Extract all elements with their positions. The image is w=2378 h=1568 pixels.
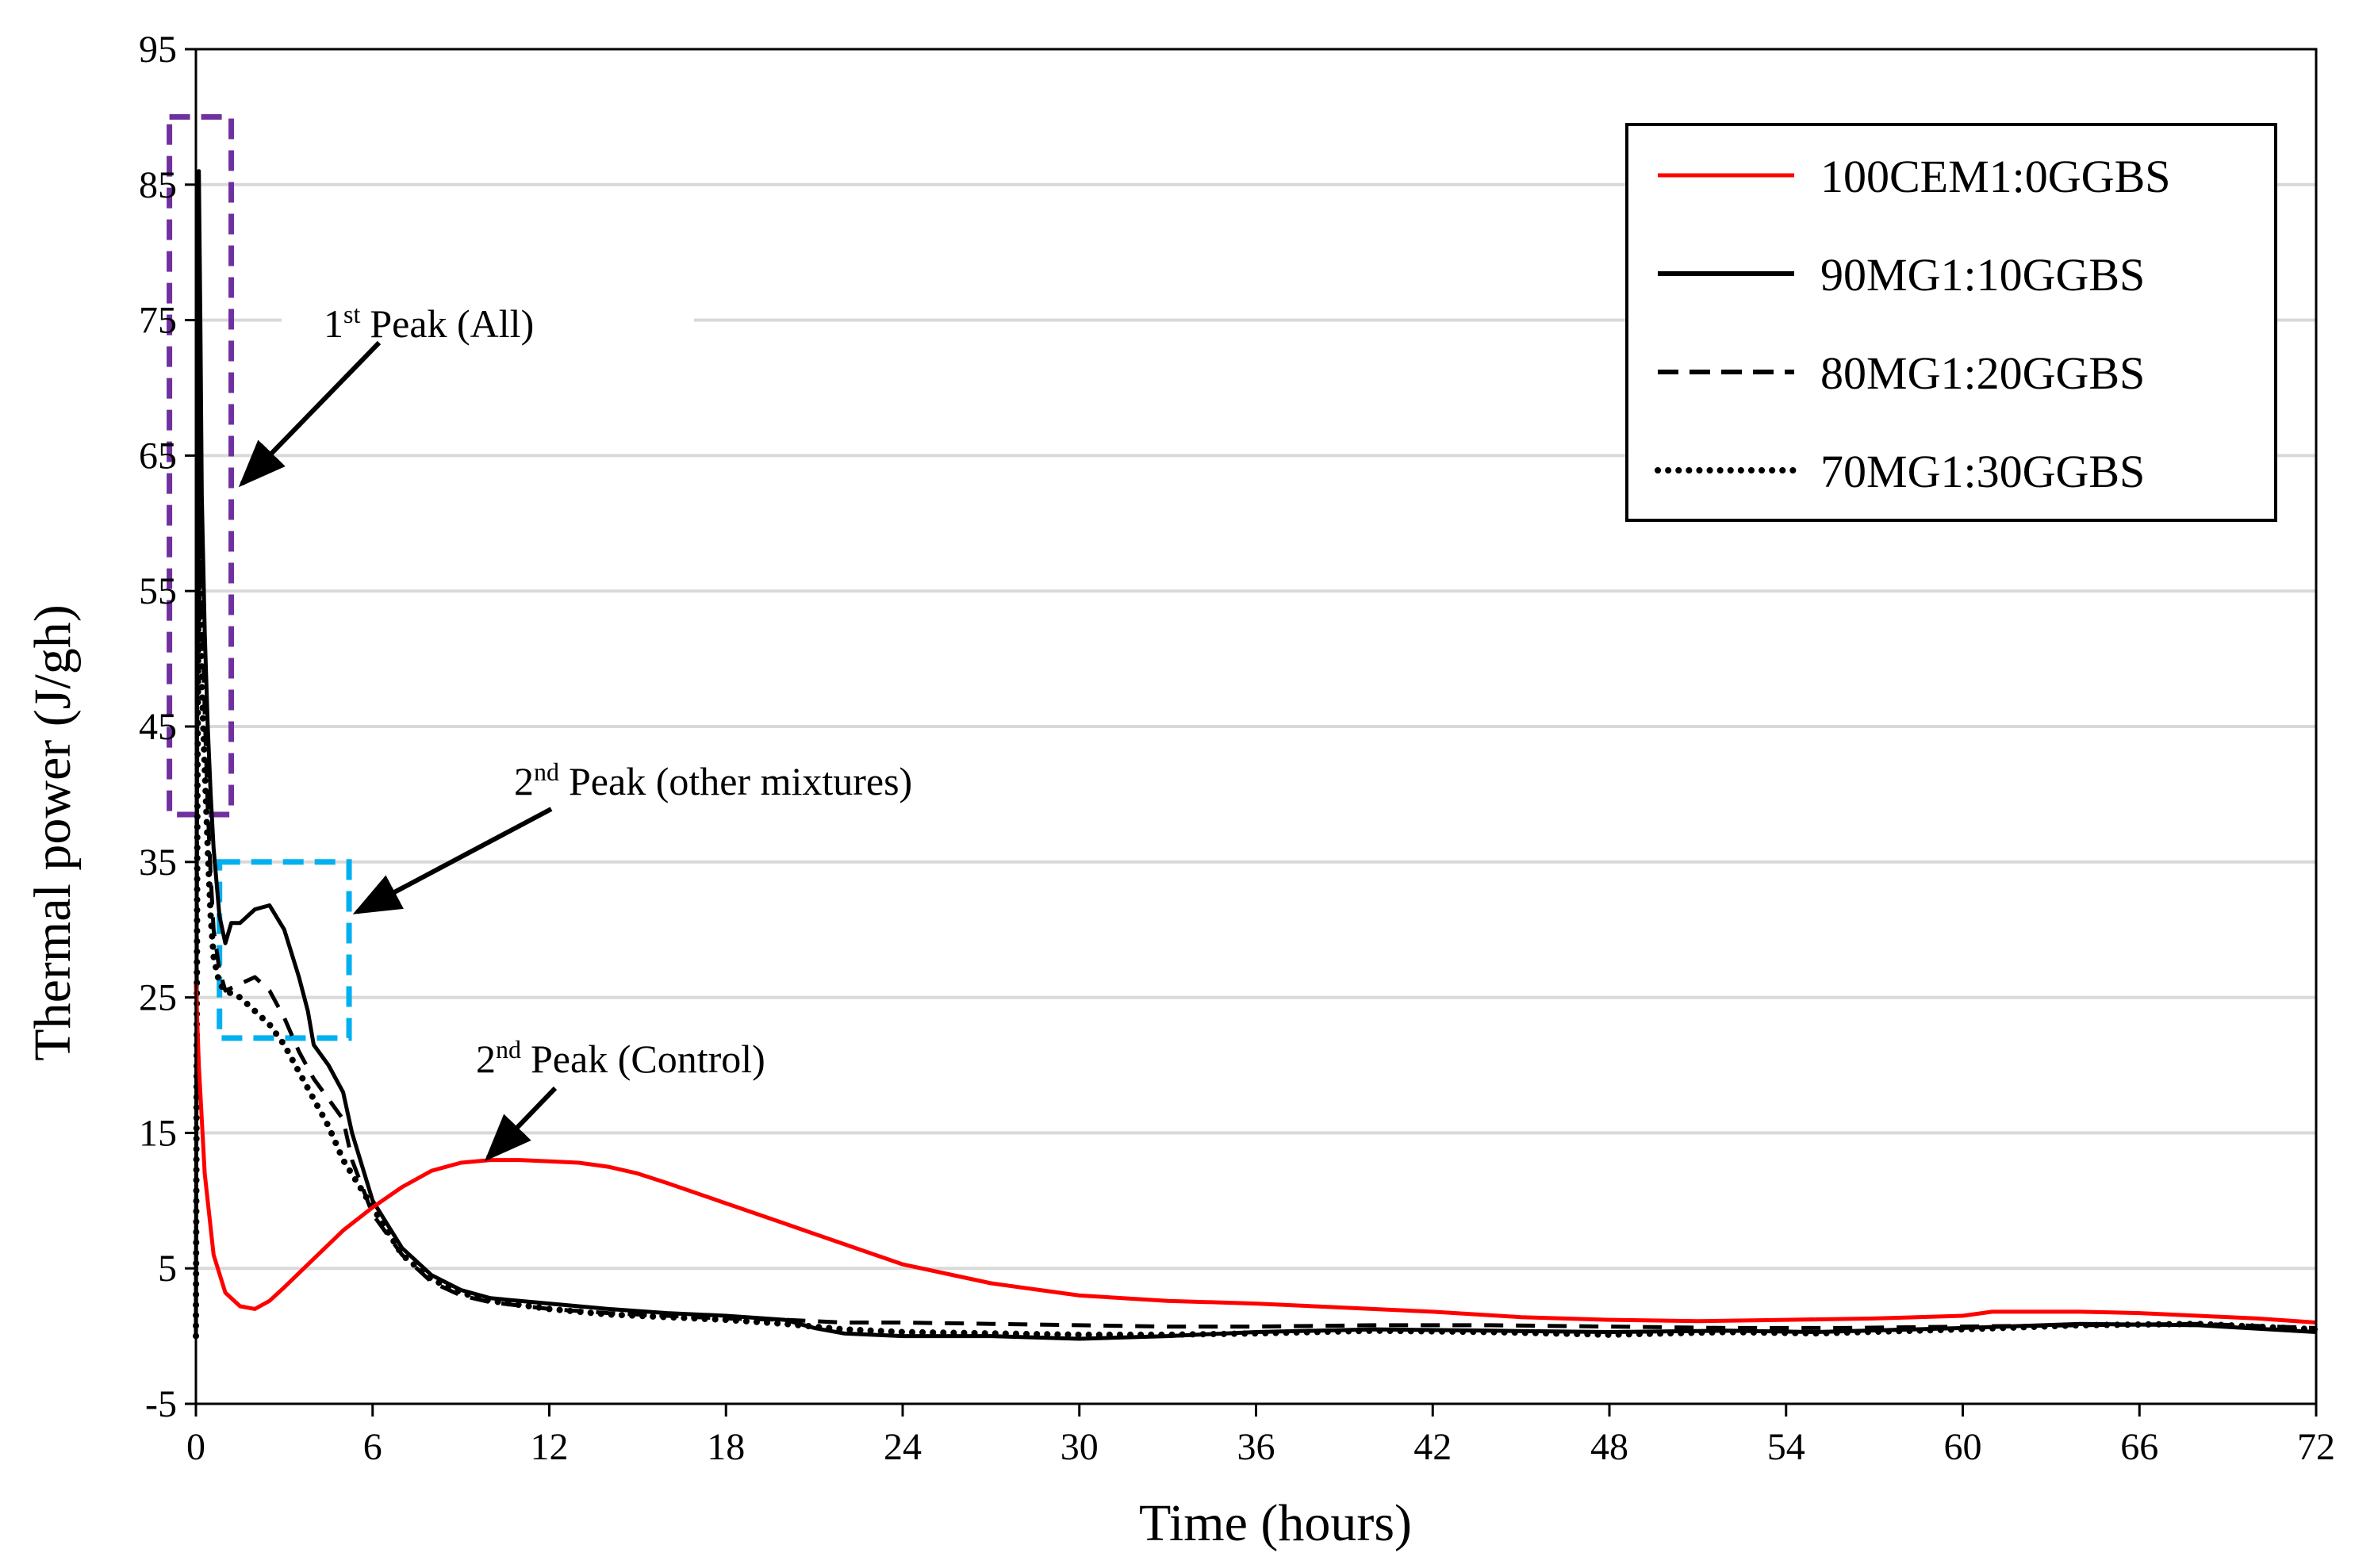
y-tick-label: 55 bbox=[139, 570, 177, 612]
legend-frame bbox=[1625, 123, 2277, 522]
x-tick-label: 66 bbox=[2120, 1426, 2158, 1468]
y-tick-label: 75 bbox=[139, 300, 177, 342]
series-lines bbox=[193, 169, 2319, 1341]
annotation-1-superscript: st bbox=[343, 300, 360, 328]
annotation-2-superscript: nd bbox=[534, 757, 559, 786]
annotation-2-number: 2 bbox=[514, 759, 534, 803]
x-tick-label: 0 bbox=[186, 1426, 205, 1468]
x-axis-ticks: 0 6 12 18 24 30 36 42 48 54 60 66 72 bbox=[186, 1404, 2335, 1468]
x-tick-label: 36 bbox=[1237, 1426, 1275, 1468]
x-tick-label: 60 bbox=[1944, 1426, 1982, 1468]
annotation-1-text: Peak (All) bbox=[370, 301, 534, 346]
y-tick-label: 85 bbox=[139, 164, 177, 206]
annotation-second-peak-control: 2nd Peak (Control) bbox=[476, 1035, 765, 1081]
gridlines bbox=[196, 182, 2316, 1271]
annotation-1-arrow bbox=[238, 340, 382, 488]
series-line-70mg1-30ggbs bbox=[193, 519, 2319, 1340]
annotation-2-arrow bbox=[352, 807, 553, 914]
x-tick-label: 30 bbox=[1061, 1426, 1099, 1468]
y-tick-label: 15 bbox=[139, 1112, 177, 1154]
y-tick-label: 35 bbox=[139, 842, 177, 884]
highlight-box-2 bbox=[217, 859, 352, 1041]
annotation-1-bg bbox=[282, 300, 694, 349]
y-tick-label: 25 bbox=[139, 977, 177, 1019]
annotation-3-text: Peak (Control) bbox=[531, 1037, 765, 1081]
annotation-first-peak: 1st Peak (All) bbox=[324, 300, 534, 346]
annotation-3-number: 2 bbox=[476, 1037, 496, 1081]
series-line-80mg1-20ggbs bbox=[194, 332, 2317, 1336]
highlight-boxes bbox=[167, 113, 352, 1041]
annotation-3-arrow bbox=[484, 1086, 558, 1162]
x-tick-label: 72 bbox=[2297, 1426, 2335, 1468]
legend-label-90mg1: 90MG1:10GGBS bbox=[1820, 249, 2145, 301]
y-tick-label: 45 bbox=[139, 706, 177, 748]
legend-label-70mg1: 70MG1:30GGBS bbox=[1820, 446, 2145, 497]
annotation-2-bg bbox=[508, 757, 1031, 807]
series-line-100cem1-0ggbs bbox=[194, 983, 2317, 1325]
y-tick-label: -5 bbox=[145, 1383, 177, 1425]
x-tick-label: 18 bbox=[707, 1426, 745, 1468]
annotation-3-bg bbox=[468, 1035, 857, 1084]
annotation-3-superscript: nd bbox=[496, 1035, 521, 1064]
annotation-second-peak-mixtures: 2nd Peak (other mixtures) bbox=[514, 757, 912, 803]
x-tick-label: 12 bbox=[531, 1426, 569, 1468]
y-axis-label: Thermal power (J/gh) bbox=[24, 604, 82, 1060]
annotation-2-text: Peak (other mixtures) bbox=[569, 759, 912, 803]
x-tick-label: 48 bbox=[1590, 1426, 1628, 1468]
x-tick-label: 6 bbox=[363, 1426, 382, 1468]
x-tick-label: 42 bbox=[1413, 1426, 1452, 1468]
legend-label-100cem1: 100CEM1:0GGBS bbox=[1820, 151, 2171, 202]
series-line-90mg1-10ggbs bbox=[194, 169, 2317, 1341]
y-axis-ticks: -5 5 15 25 35 45 55 65 75 85 95 bbox=[139, 29, 196, 1425]
y-tick-label: 65 bbox=[139, 435, 177, 477]
x-axis-label: Time (hours) bbox=[1139, 1494, 1412, 1552]
legend-label-80mg1: 80MG1:20GGBS bbox=[1820, 347, 2145, 399]
x-tick-label: 54 bbox=[1767, 1426, 1805, 1468]
x-tick-label: 24 bbox=[884, 1426, 922, 1468]
annotation-1-number: 1 bbox=[324, 301, 343, 346]
y-tick-label: 95 bbox=[139, 29, 177, 71]
y-tick-label: 5 bbox=[158, 1248, 177, 1290]
legend: 100CEM1:0GGBS 90MG1:10GGBS 80MG1:20GGBS … bbox=[1625, 123, 2277, 522]
